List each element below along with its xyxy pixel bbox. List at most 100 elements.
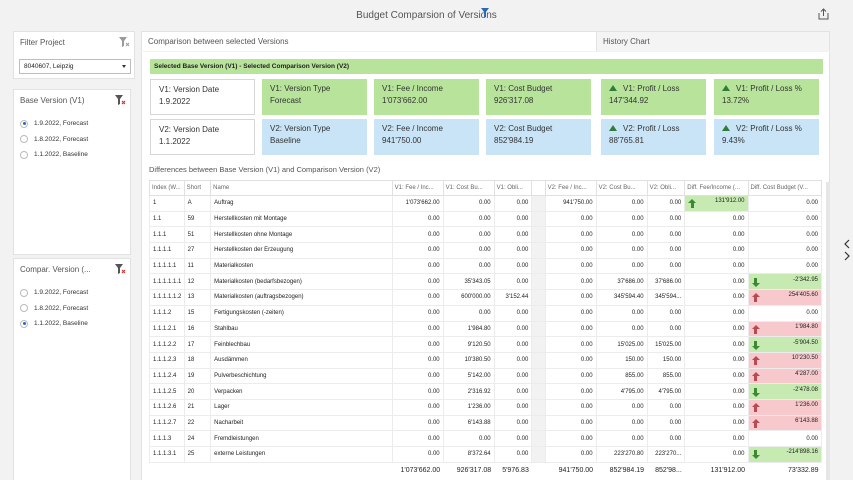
compar-version-option[interactable]: 1.1.2022, Baseline (20, 316, 88, 332)
cell-value: 0.00 (516, 247, 529, 254)
cell-value: 1.1.1.2.7 (153, 419, 177, 426)
tab-comparison[interactable]: Comparison between selected Versions (142, 32, 596, 51)
total-cell: 131'912.00 (684, 461, 748, 480)
table-row[interactable]: 1.1.1.2.1 16 Stahlbau 0.00 1'984.80 0.00 0.00 0… (149, 320, 822, 338)
option-label: 1.9.2022, Forecast (34, 120, 89, 128)
filter-icon[interactable] (481, 8, 489, 18)
column-header[interactable]: V1: Obli... (493, 180, 533, 196)
cell-value: 10'380.50 (464, 357, 491, 364)
table-row[interactable]: 1.1.1.2.6 21 Lager 0.00 1'236.00 0.00 0.00 0.00… (149, 398, 822, 416)
base-version-option[interactable]: 1.8.2022, Forecast (20, 132, 88, 148)
table-cell: Fremdleistungen (210, 430, 393, 447)
compar-version-option[interactable]: 1.9.2022, Forecast (20, 285, 88, 301)
table-row[interactable]: 1.1.1.3.1 25 externe Leistungen 0.00 8'372.6… (149, 446, 822, 463)
table-cell: 0.00 (442, 210, 495, 228)
table-cell: 1.1.1.1.1 (149, 257, 185, 275)
column-header[interactable]: V1: Cost Bu... (442, 180, 495, 196)
table-row[interactable]: 1.1.1.1.1 11 Materialkosten 0.00 0.00 0.00 0.0… (149, 257, 822, 275)
side-panel-toggle-icon[interactable] (843, 238, 851, 262)
radio-icon[interactable] (20, 288, 28, 297)
up-triangle-icon (722, 85, 730, 91)
table-cell: 4'795.00 (646, 383, 686, 400)
table-cell: 0.00 (544, 273, 597, 291)
cell-value: 15'025.00 (655, 341, 682, 348)
table-row[interactable]: 1.1.1.3 24 Fremdleistungen 0.00 0.00 0.00 0.00… (149, 430, 822, 447)
cell-value: 0.00 (732, 247, 745, 254)
kpi-value: 9.43% (722, 136, 745, 145)
table-row[interactable]: 1.1.1.2.7 22 Nacharbeit 0.00 6'143.88 0.00 0.0… (149, 414, 822, 432)
table-row[interactable]: 1.1.1.2.3 18 Ausdämmen 0.00 10'380.50 0.00 0.0… (149, 351, 822, 369)
column-header[interactable] (531, 180, 546, 196)
radio-icon[interactable] (20, 135, 28, 144)
clear-filter-icon[interactable] (119, 37, 130, 47)
table-row[interactable]: 1.1.1.1.1.2 13 Materialkosten (auftragsbez… (149, 289, 822, 306)
table-cell: 345'594.40 (595, 289, 648, 306)
cell-value: 0.00 (631, 404, 644, 411)
table-row[interactable]: 1.1.1.2 15 Fertigungskosten (-zeiten) 0.00 0… (149, 304, 822, 322)
cell-value: 855.00 (625, 372, 644, 379)
table-cell: 25 (183, 446, 212, 463)
column-header[interactable]: Index (W... (149, 180, 185, 196)
table-row[interactable]: 1.1 59 Herstellkosten mit Montage 0.00 0.00 0… (149, 210, 822, 228)
cell-value: 0.00 (669, 435, 682, 442)
clear-filter-icon[interactable] (115, 264, 126, 274)
vertical-scrollbar[interactable] (826, 182, 830, 480)
cell-value: 0.00 (732, 451, 745, 458)
table-cell: 0.00 (684, 414, 749, 432)
base-version-option[interactable]: 1.9.2022, Forecast (20, 116, 88, 132)
cell-value: Stahlbau (214, 325, 238, 332)
cell-value: 0.00 (732, 404, 745, 411)
cell-value: 0.00 (732, 278, 745, 285)
project-select[interactable]: 8040607, Leipzig (19, 59, 131, 74)
column-header[interactable]: Diff. Fee/Income (... (684, 180, 749, 196)
cell-value: 0.00 (806, 216, 818, 223)
cell-value: 0.00 (580, 404, 593, 411)
cell-value: 0.00 (478, 263, 491, 270)
table-cell: 0.00 (747, 195, 822, 212)
radio-icon[interactable] (20, 150, 28, 159)
table-row[interactable]: 1.1.1.1 27 Herstellkosten der Erzeugung 0.0… (149, 242, 822, 259)
table-row[interactable]: 1.1.1.2.2 17 Feinblechbau 0.00 9'120.50 0.00 0… (149, 336, 822, 353)
table-cell: 8'372.64 (442, 446, 495, 463)
column-header[interactable]: V2: Cost Bu... (595, 180, 648, 196)
column-header[interactable]: V2: Obli... (646, 180, 686, 196)
kpi-card: V2: Cost Budget 852'984.19 (486, 119, 591, 155)
table-cell: 51 (183, 226, 212, 244)
radio-icon[interactable] (20, 304, 28, 313)
arrow-up-icon (751, 356, 760, 366)
cell-value: 1'073'662.00 (405, 200, 440, 207)
table-cell: 0.00 (747, 304, 822, 322)
table-cell: 0.00 (595, 304, 648, 322)
table-cell: 0.00 (684, 446, 749, 463)
table-cell: 0.00 (544, 414, 597, 432)
table-cell: 2'316.92 (442, 383, 495, 400)
column-header[interactable]: Name (210, 180, 393, 196)
table-row[interactable]: 1.1.1.2.4 19 Pulverbeschichtung 0.00 5'142.0… (149, 367, 822, 385)
column-header[interactable]: Short (183, 180, 212, 196)
compar-version-option[interactable]: 1.8.2022, Forecast (20, 301, 88, 317)
table-cell: Ausdämmen (210, 351, 393, 369)
base-version-option[interactable]: 1.1.2022, Baseline (20, 147, 88, 163)
table-cell: 6'143.88 (442, 414, 495, 432)
radio-icon[interactable] (20, 119, 28, 128)
table-row[interactable]: 1 A Auftrag 1'073'662.00 0.00 0.00 941'750.00 0… (149, 195, 822, 212)
cell-value: 0.00 (732, 388, 745, 395)
radio-icon[interactable] (20, 319, 28, 328)
cell-value: 1.1.1.2 (153, 310, 172, 317)
column-header[interactable]: V2: Fee / Inc... (544, 180, 597, 196)
column-header[interactable]: V1: Fee / Inc... (391, 180, 444, 196)
table-cell: 0.00 (493, 304, 533, 322)
column-header[interactable]: Diff. Cost Budget (V... (747, 180, 822, 196)
table-row[interactable]: 1.1.1.2.5 20 Verpacken 0.00 2'316.92 0.00 0.00… (149, 383, 822, 400)
cell-value: 1.1 (153, 216, 162, 223)
table-cell: 0.00 (493, 383, 533, 400)
table-cell: 15'025.00 (595, 336, 648, 353)
cell-value: 3'152.44 (505, 294, 529, 301)
clear-filter-icon[interactable] (115, 95, 126, 105)
table-cell: 10'380.50 (442, 351, 495, 369)
table-row[interactable]: 1.1.1.1.1.1 12 Materialkosten (bedarfsbezo… (149, 273, 822, 291)
tab-history-chart[interactable]: History Chart (596, 32, 829, 51)
table-row[interactable]: 1.1.1 51 Herstellkosten ohne Montage 0.00 0.… (149, 226, 822, 244)
export-icon[interactable] (818, 8, 829, 20)
cell-value: 0.00 (806, 310, 818, 317)
